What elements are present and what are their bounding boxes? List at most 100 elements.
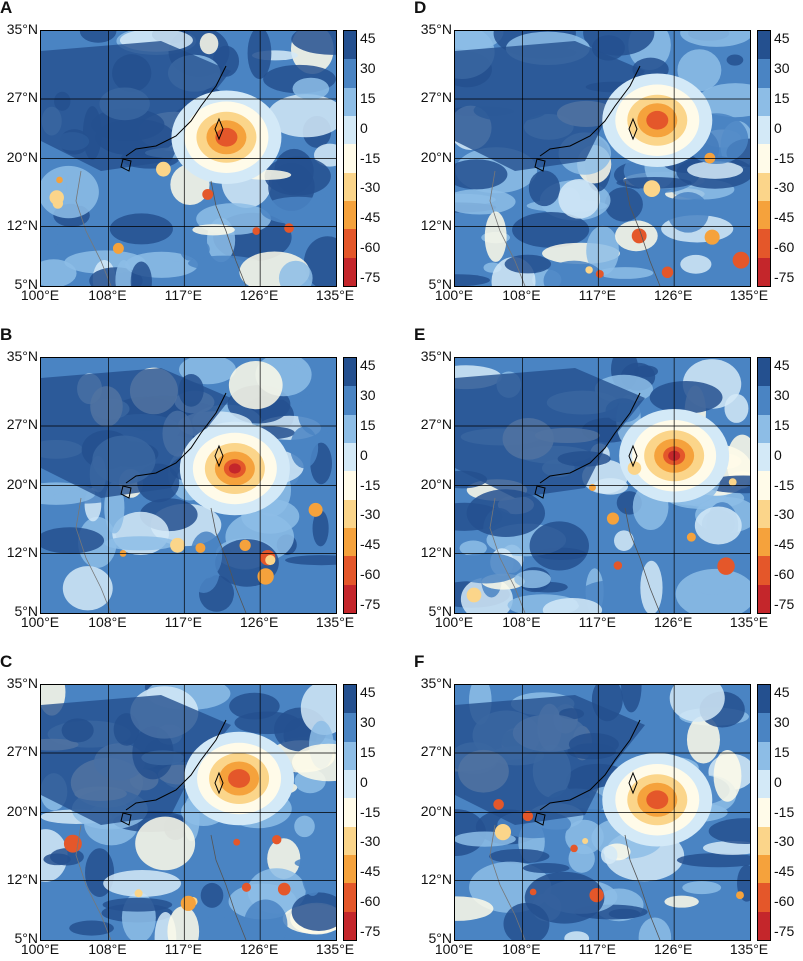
colorbar-tick-label: 45: [360, 30, 376, 46]
colorbar-segment: [758, 713, 770, 742]
longitude-label: 117°E: [164, 614, 202, 630]
panel-label: D: [414, 0, 427, 17]
colorbar-tick-label: -15: [774, 803, 795, 820]
colorbar: [343, 684, 357, 941]
satellite-map: [454, 30, 751, 287]
latitude-label: 27°N: [420, 743, 452, 759]
longitude-label: 100°E: [20, 941, 60, 957]
colorbar-segment: [758, 442, 770, 472]
longitude-label: 100°E: [434, 614, 474, 630]
longitude-label: 135°E: [315, 941, 355, 957]
coastline: [125, 719, 227, 811]
latitude-label: 5°N: [428, 930, 453, 946]
colorbar-tick-label: 45: [360, 357, 376, 373]
colorbar-tick-label: -75: [360, 923, 381, 939]
latitude-label: 12°N: [420, 543, 452, 560]
latitude-label: 12°N: [420, 216, 452, 233]
map-canvas: [41, 685, 336, 940]
longitude-label: 100°E: [20, 287, 60, 303]
longitude-label: 100°E: [434, 941, 474, 957]
colorbar-tick-label: -45: [774, 209, 795, 226]
longitude-label: 100°E: [434, 287, 474, 303]
colorbar-tick-label: -60: [360, 239, 381, 256]
latitude-label: 27°N: [6, 416, 38, 432]
colorbar-tick-label: 0: [774, 773, 782, 790]
panel-label: B: [0, 325, 13, 344]
colorbar-segment: [758, 798, 770, 827]
colorbar-segment: [758, 769, 770, 799]
satellite-map: [40, 684, 337, 941]
coastline: [125, 65, 227, 157]
longitude-label: 126°E: [239, 287, 279, 303]
colorbar-segment: [344, 172, 356, 201]
latitude-label: 20°N: [420, 148, 452, 165]
colorbar-segment: [344, 713, 356, 742]
colorbar-tick-label: -30: [360, 506, 381, 523]
colorbar-segment: [344, 499, 356, 528]
satellite-map: [40, 357, 337, 614]
colorbar-segment: [758, 414, 770, 443]
latitude-label: 35°N: [6, 21, 38, 37]
latitude-label: 27°N: [420, 89, 452, 105]
colorbar-segment: [758, 200, 770, 230]
satellite-map: [454, 357, 751, 614]
colorbar: [343, 30, 357, 287]
colorbar-segment: [344, 883, 356, 912]
colorbar-tick-label: 30: [774, 386, 790, 403]
colorbar-segment: [758, 741, 770, 770]
colorbar-tick-label: -60: [360, 893, 381, 910]
colorbar-tick-label: -75: [774, 923, 795, 939]
colorbar-segment: [758, 527, 770, 557]
colorbar-segment: [344, 31, 356, 60]
colorbar-tick-label: 30: [774, 713, 790, 730]
colorbar-tick-label: 15: [774, 416, 790, 433]
longitude-label: 108°E: [88, 287, 127, 303]
colorbar-tick-label: 0: [360, 119, 368, 136]
colorbar-tick-label: -30: [774, 179, 795, 196]
colorbar-tick-label: 30: [774, 59, 790, 76]
colorbar-segment: [344, 257, 356, 286]
longitude-label: 117°E: [578, 614, 616, 630]
colorbar-tick-label: -15: [774, 476, 795, 493]
latitude-label: 5°N: [14, 276, 39, 292]
colorbar-segment: [758, 358, 770, 387]
typhoon-cloud: [171, 90, 282, 184]
colorbar-tick-label: -15: [360, 803, 381, 820]
map-canvas: [41, 358, 336, 613]
latitude-label: 12°N: [420, 870, 452, 887]
latitude-label: 20°N: [420, 802, 452, 819]
map-canvas: [455, 31, 750, 286]
colorbar-tick-label: -75: [774, 596, 795, 612]
coastline: [539, 392, 641, 484]
colorbar-tick-label: -60: [774, 893, 795, 910]
longitude-label: 126°E: [653, 287, 693, 303]
colorbar-segment: [758, 685, 770, 714]
coastline: [539, 65, 641, 157]
colorbar-segment: [344, 769, 356, 799]
colorbar-segment: [758, 911, 770, 940]
longitude-label: 126°E: [653, 941, 693, 957]
colorbar-segment: [758, 257, 770, 286]
colorbar-segment: [758, 499, 770, 528]
colorbar-segment: [758, 471, 770, 500]
latitude-label: 35°N: [420, 348, 452, 364]
longitude-label: 117°E: [578, 287, 616, 303]
map-panel-a: A 35°N 27°N 20°N 12°N 5°N 100°E 108°E 117°E 126°E…: [0, 0, 390, 305]
longitude-label: 135°E: [315, 614, 355, 630]
typhoon-cloud: [184, 731, 295, 826]
colorbar-segment: [344, 854, 356, 884]
colorbar-tick-label: -15: [360, 476, 381, 493]
colorbar: [757, 357, 771, 614]
map-panel-f: F 35°N 27°N 20°N 12°N 5°N 100°E 108°E 117°E 126°E…: [414, 652, 803, 959]
colorbar-tick-label: -45: [774, 863, 795, 880]
panel-label: E: [414, 325, 426, 344]
panel-label: A: [0, 0, 13, 17]
latitude-label: 5°N: [428, 603, 453, 619]
colorbar-tick-label: -75: [360, 596, 381, 612]
colorbar-tick-label: -30: [774, 833, 795, 850]
colorbar-tick-label: 30: [360, 713, 376, 730]
colorbar-tick-label: -75: [360, 269, 381, 285]
typhoon-cloud: [602, 753, 713, 847]
typhoon-cloud: [602, 73, 713, 167]
colorbar-tick-label: 45: [774, 30, 790, 46]
